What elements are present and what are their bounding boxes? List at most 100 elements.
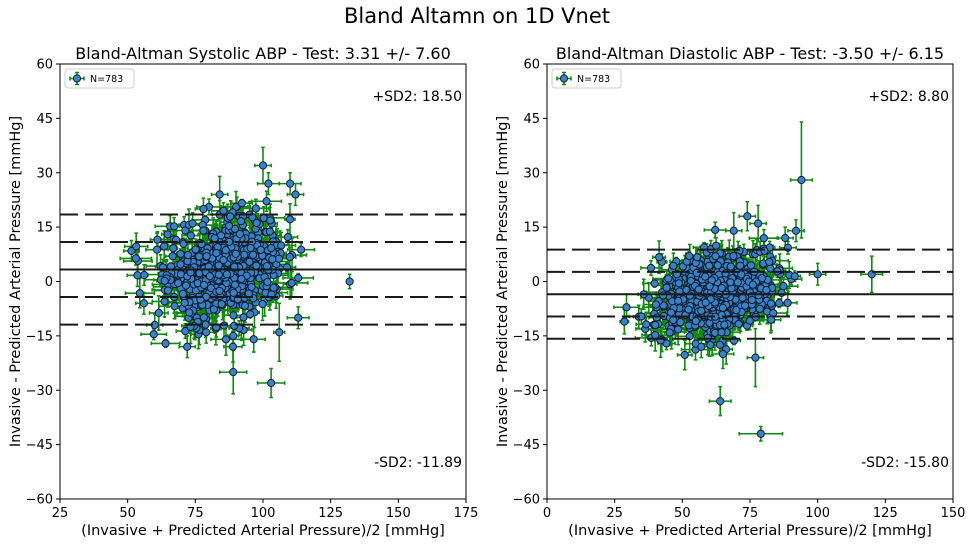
- data-point: [669, 261, 678, 270]
- data-point: [746, 261, 756, 270]
- data-point: [642, 320, 651, 329]
- data-point: [135, 289, 144, 298]
- data-point: [163, 230, 172, 239]
- y-tick-label: 60: [523, 58, 540, 73]
- data-point: [294, 273, 303, 283]
- legend-marker-icon: [72, 74, 82, 83]
- legend: N=783: [551, 68, 622, 89]
- data-point: [783, 298, 792, 307]
- data-point: [215, 190, 224, 199]
- data-point: [745, 316, 754, 325]
- data-point: [729, 226, 738, 235]
- legend-marker-icon: [559, 74, 569, 83]
- data-point: [154, 308, 163, 317]
- data-point: [762, 285, 771, 295]
- y-tick-label: −15: [513, 329, 540, 344]
- data-point: [717, 283, 726, 293]
- y-tick-label: 0: [45, 275, 53, 290]
- data-point: [183, 251, 193, 260]
- data-point: [651, 300, 660, 309]
- data-point: [685, 291, 695, 300]
- data-point: [797, 175, 806, 185]
- data-point: [185, 308, 194, 317]
- y-tick-label: 30: [36, 166, 53, 181]
- y-tick-label: 45: [36, 112, 53, 127]
- y-tick-label: −60: [26, 493, 53, 508]
- data-point: [140, 270, 149, 280]
- data-point: [291, 190, 300, 199]
- data-point: [240, 301, 250, 310]
- data-point: [665, 328, 674, 337]
- data-point: [715, 340, 725, 349]
- y-tick-label: 45: [523, 112, 540, 127]
- data-point: [718, 349, 728, 359]
- data-point: [697, 342, 706, 351]
- data-point: [183, 342, 192, 351]
- data-point: [748, 280, 757, 289]
- data-point: [163, 286, 173, 295]
- data-point: [674, 279, 684, 288]
- data-point: [674, 296, 683, 305]
- data-point: [245, 257, 254, 266]
- data-point: [249, 335, 258, 344]
- y-axis-label: Invasive - Predicted Arterial Pressure […: [8, 116, 24, 447]
- data-point: [285, 252, 294, 262]
- data-point: [765, 257, 774, 267]
- y-tick-label: 30: [523, 166, 540, 181]
- data-point: [676, 318, 685, 327]
- data-point: [262, 197, 271, 206]
- data-point: [252, 218, 261, 228]
- chart-title: Bland-Altman Systolic ABP - Test: 3.31 +…: [75, 44, 451, 63]
- reference-lines: [547, 248, 953, 340]
- data-point: [209, 305, 218, 314]
- data-point: [265, 227, 274, 236]
- data-point: [181, 226, 190, 235]
- data-point: [732, 305, 741, 315]
- data-point: [622, 303, 631, 312]
- x-tick-label: 25: [52, 506, 69, 521]
- data-point: [664, 274, 673, 283]
- data-point: [228, 342, 238, 351]
- data-point: [210, 234, 219, 243]
- data-point: [754, 291, 763, 300]
- data-point: [139, 299, 149, 308]
- x-tick-label: 75: [187, 506, 204, 521]
- systolic-chart: Bland-Altman Systolic ABP - Test: 3.31 +…: [8, 44, 478, 539]
- data-point: [229, 288, 238, 297]
- data-point: [285, 215, 295, 224]
- data-point: [669, 315, 678, 325]
- data-point: [176, 249, 185, 259]
- legend-box: [64, 68, 135, 89]
- x-tick-label: 150: [386, 506, 411, 521]
- data-point: [170, 302, 179, 311]
- data-point: [237, 274, 246, 284]
- x-tick-label: 75: [742, 506, 759, 521]
- data-point: [705, 261, 714, 270]
- data-point: [692, 268, 701, 278]
- data-point: [252, 261, 261, 270]
- data-point: [283, 233, 292, 242]
- data-point: [263, 277, 272, 287]
- data-point: [726, 262, 735, 271]
- data-point: [131, 254, 140, 263]
- data-point: [199, 313, 208, 322]
- data-point: [711, 225, 720, 235]
- annotation-upper-sd2: +SD2: 8.80: [868, 89, 949, 105]
- y-tick-label: −45: [26, 438, 53, 453]
- data-point: [236, 217, 246, 226]
- data-point: [186, 231, 195, 240]
- chart-title: Bland-Altman Diastolic ABP - Test: -3.50…: [556, 44, 944, 63]
- data-point: [237, 199, 247, 208]
- x-tick-label: 150: [941, 506, 966, 521]
- data-point: [693, 253, 702, 262]
- data-point: [651, 320, 660, 330]
- data-point: [277, 241, 286, 250]
- data-point: [258, 161, 268, 170]
- data-point: [169, 244, 178, 253]
- y-tick-label: 0: [532, 275, 540, 290]
- data-point: [235, 229, 245, 239]
- data-point: [275, 328, 284, 337]
- data-point: [779, 282, 788, 291]
- y-tick-label: −15: [26, 329, 53, 344]
